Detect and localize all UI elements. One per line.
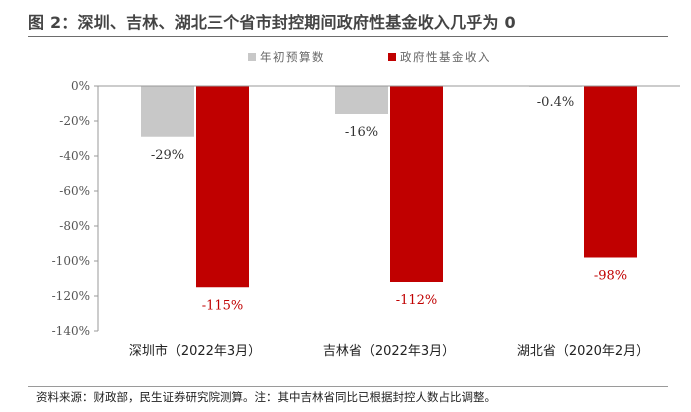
y-tick-label: -60% — [59, 184, 90, 198]
chart-area: 0% -20% -40% -60% -80% -100% -120% -140% -29% -11… — [52, 50, 680, 359]
x-tick-label: 湖北省（2020年2月） — [517, 344, 649, 359]
bar — [141, 86, 194, 137]
bar — [196, 86, 249, 288]
title-divider — [28, 36, 668, 37]
legend-swatch — [388, 53, 396, 61]
legend-swatch — [248, 53, 256, 61]
y-tick-label: -80% — [59, 219, 90, 233]
data-label: -16% — [345, 125, 378, 140]
x-tick-label: 深圳市（2022年3月） — [129, 343, 261, 359]
data-label: -0.4% — [537, 95, 574, 110]
y-tick-label: -20% — [59, 114, 90, 128]
y-tick-label: 0% — [71, 79, 90, 93]
data-label: -115% — [202, 298, 244, 313]
source-note: 资料来源：财政部，民生证券研究院测算。注：其中吉林省同比已根据封控人数占比调整。 — [36, 390, 496, 404]
bar — [584, 86, 637, 258]
chart-title: 图 2：深圳、吉林、湖北三个省市封控期间政府性基金收入几乎为 0 — [28, 13, 516, 32]
legend-label: 年初预算数 — [260, 50, 325, 64]
x-tick-label: 吉林省（2022年3月） — [323, 344, 455, 359]
data-label: -29% — [151, 148, 184, 163]
legend-label: 政府性基金收入 — [400, 50, 491, 64]
bar — [390, 86, 443, 282]
y-tick-label: -40% — [59, 149, 90, 163]
y-tick-label: -140% — [52, 324, 90, 338]
data-label: -98% — [594, 269, 627, 284]
data-label: -112% — [396, 293, 438, 308]
y-tick-label: -120% — [52, 289, 90, 303]
bar — [335, 86, 388, 114]
footer-divider — [28, 386, 668, 387]
y-tick-label: -100% — [52, 254, 90, 268]
